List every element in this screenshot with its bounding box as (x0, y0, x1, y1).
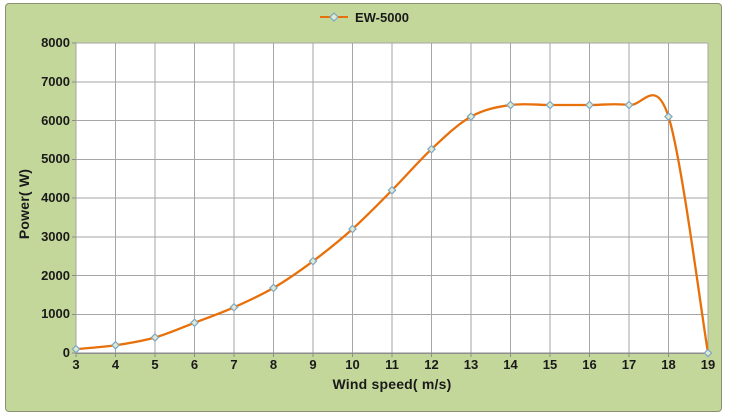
x-tick-label: 11 (385, 357, 399, 372)
y-tick-label: 5000 (41, 151, 70, 167)
y-tick-label: 6000 (41, 112, 70, 128)
x-tick-label: 3 (72, 357, 80, 372)
x-tick-label: 12 (424, 357, 439, 372)
y-tick-label: 8000 (41, 35, 70, 50)
x-tick-label: 13 (463, 357, 479, 372)
data-point-marker (190, 318, 199, 328)
data-point-marker (150, 333, 160, 342)
data-point-marker (466, 112, 476, 122)
x-tick-label: 17 (621, 357, 637, 372)
legend-label: EW-5000 (355, 9, 409, 25)
x-tick-label: 9 (309, 357, 317, 372)
y-tick-label: 0 (62, 345, 70, 360)
data-point-markers (71, 100, 713, 358)
data-point-marker (585, 100, 594, 110)
data-point-marker (229, 302, 239, 312)
data-point-marker (308, 256, 318, 266)
y-tick-label: 1000 (41, 306, 70, 322)
gridlines (75, 42, 709, 353)
axes (72, 42, 709, 357)
data-point-marker (71, 344, 81, 354)
data-point-marker (624, 100, 634, 110)
x-tick-label: 10 (345, 357, 360, 372)
y-tick-label: 7000 (41, 73, 70, 89)
data-point-marker (111, 340, 120, 350)
x-tick-label: 6 (190, 357, 199, 372)
x-tick-label: 7 (230, 357, 238, 372)
plot-area (71, 42, 713, 358)
x-axis-title: Wind speed( m/s) (332, 376, 452, 392)
power-curve-chart: EW-5000 Power( W) Wind speed( m/s) 0 1000… (5, 3, 722, 412)
x-tick-label: 8 (269, 357, 278, 372)
y-tick-label: 3000 (41, 228, 70, 244)
data-point-marker (269, 283, 278, 293)
x-tick-label: 14 (503, 357, 518, 372)
data-point-marker (545, 100, 555, 110)
x-tick-label: 16 (582, 357, 597, 372)
legend-series-marker-icon (320, 12, 348, 22)
data-point-marker (703, 348, 713, 358)
data-point-marker (387, 185, 397, 195)
data-point-marker (664, 112, 673, 122)
x-tick-label: 5 (151, 357, 159, 372)
data-point-marker (506, 100, 515, 110)
x-tick-label: 15 (542, 357, 558, 372)
y-tick-label: 4000 (41, 190, 70, 205)
data-point-marker (348, 224, 357, 234)
x-tick-label: 4 (111, 357, 120, 372)
x-tick-label: 18 (661, 357, 676, 372)
y-tick-label: 2000 (41, 267, 70, 283)
data-point-marker (427, 144, 436, 154)
x-tick-label: 19 (700, 357, 716, 372)
legend: EW-5000 (320, 8, 409, 26)
